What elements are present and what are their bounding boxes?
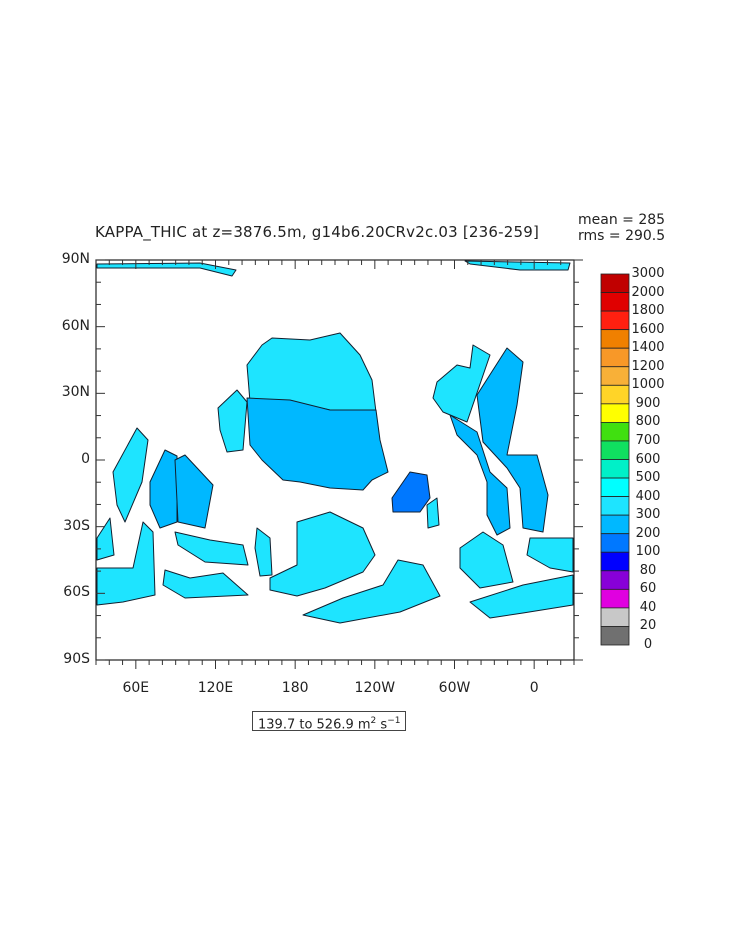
colorbar-box: [600, 626, 630, 646]
field-region: [246, 397, 389, 491]
colorbar-label: 3000: [631, 266, 665, 281]
x-tick-label: 60E: [122, 680, 150, 696]
y-tick-label: 90S: [63, 651, 90, 667]
field-region: [432, 344, 491, 423]
field-region: [96, 517, 115, 561]
colorbar-label: 600: [635, 451, 661, 467]
y-tick-label: 60N: [61, 317, 90, 334]
x-tick-label: 0: [529, 680, 539, 696]
field-region: [449, 414, 511, 536]
colorbar-label: 300: [635, 507, 661, 523]
range-text-unit: s: [376, 717, 388, 733]
colorbar-label: 1400: [631, 340, 665, 356]
colorbar-label: 0: [643, 637, 653, 652]
colorbar-label: 2000: [631, 284, 665, 300]
field-region: [459, 531, 514, 589]
colorbar-label: 80: [639, 562, 657, 578]
field-region: [469, 574, 574, 619]
colorbar-label: 900: [635, 395, 661, 411]
rms-label: rms = 290.5: [578, 228, 666, 244]
field-region: [162, 569, 249, 599]
field-region: [391, 471, 431, 513]
field-region: [476, 347, 549, 533]
field-region: [174, 454, 214, 529]
colorbar-label: 60: [639, 581, 657, 597]
field-region: [302, 559, 441, 624]
field-region: [174, 531, 249, 566]
range-sup: 2: [370, 716, 377, 726]
colorbar-label: 100: [635, 544, 661, 560]
colorbar-label: 1200: [631, 358, 665, 374]
x-tick-label: 60W: [438, 680, 471, 696]
field-region: [96, 521, 156, 606]
y-tick-label: 60S: [63, 584, 90, 601]
colorbar-label: 40: [639, 599, 657, 615]
field-region: [217, 389, 248, 453]
field-region: [149, 449, 178, 529]
colorbar-label: 500: [635, 470, 661, 486]
mean-label: mean = 285: [578, 212, 666, 228]
field-region: [526, 537, 574, 573]
y-tick-label: 30S: [63, 517, 90, 534]
range-sup: −1: [387, 716, 401, 726]
field-region: [96, 262, 237, 277]
x-tick-label: 180: [281, 680, 309, 696]
colorbar-label: 1000: [631, 377, 665, 393]
field-region: [464, 260, 571, 271]
y-tick-label: 0: [81, 451, 90, 467]
colorbar-label: 1800: [631, 303, 665, 319]
y-tick-label: 90N: [61, 251, 90, 267]
field-region: [254, 527, 273, 577]
field-region: [269, 511, 376, 597]
x-tick-label: 120E: [197, 680, 234, 696]
colorbar-label: 700: [635, 432, 661, 448]
y-tick-label: 30N: [61, 384, 90, 401]
range-text: 139.7 to 526.9 m: [258, 717, 371, 733]
colorbar-label: 20: [639, 618, 657, 634]
colorbar-label: 800: [635, 414, 661, 430]
field-region: [426, 497, 440, 529]
colorbar-label: 400: [635, 488, 661, 504]
colorbar-label: 200: [635, 525, 661, 541]
x-tick-label: 120W: [354, 680, 396, 696]
colorbar-label: 1600: [631, 321, 665, 337]
plot-title: KAPPA_THIC at z=3876.5m, g14b6.20CRv2c.0…: [95, 223, 540, 241]
range-label: 139.7 to 526.9 m2 s−1: [252, 711, 407, 733]
field-fills: [96, 260, 574, 624]
field-region: [112, 427, 149, 523]
